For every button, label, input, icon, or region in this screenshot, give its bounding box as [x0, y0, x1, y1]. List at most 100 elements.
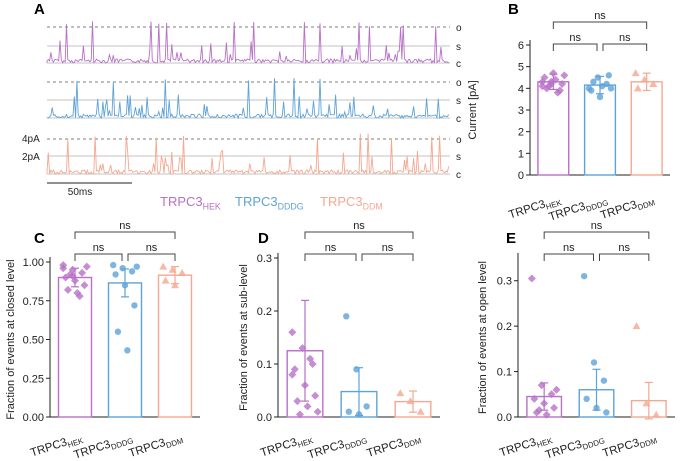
data-point — [295, 410, 304, 419]
level-label: o — [456, 23, 462, 34]
significance-bracket — [74, 231, 176, 239]
level-label: s — [456, 152, 461, 163]
y-tick-label: 0.00 — [23, 412, 44, 424]
data-point — [68, 271, 77, 280]
data-point — [580, 272, 588, 280]
x-tick-label-hek-base: TRPC3 — [259, 436, 299, 459]
panel-letter: D — [258, 230, 269, 247]
data-point — [178, 268, 187, 276]
legend-item-ddm-base: TRPC3 — [320, 194, 363, 209]
y-tick-label: 0.75 — [23, 296, 44, 308]
data-point — [552, 385, 561, 394]
y-tick-label: 0.3 — [497, 276, 512, 288]
data-point — [288, 328, 297, 337]
data-point — [607, 85, 615, 92]
y-axis-label: Fraction of events at closed level — [5, 259, 17, 419]
data-point — [78, 268, 87, 277]
y-tick-label: 3 — [518, 105, 524, 117]
y-tick-label: 0.3 — [257, 253, 272, 265]
level-label: o — [456, 78, 462, 89]
bar-ddm — [630, 81, 663, 176]
data-point — [114, 328, 122, 335]
significance-bracket — [552, 21, 648, 29]
scale-time-label: 50ms — [68, 187, 92, 198]
trace-trpc3_ddm — [46, 133, 450, 176]
legend-item-dddg: TRPC3DDDG — [235, 194, 304, 211]
significance-bracket — [543, 231, 650, 239]
legend-item-hek-base: TRPC3 — [160, 194, 203, 209]
level-label: s — [456, 96, 461, 107]
data-point — [588, 87, 595, 94]
y-tick-label: 6 — [518, 40, 524, 52]
significance-label: ns — [353, 220, 365, 232]
data-point — [80, 281, 89, 290]
data-point — [542, 410, 551, 419]
significance-bracket — [304, 231, 414, 239]
x-tick-label-dddg: TRPC3DDDG — [544, 431, 606, 461]
y-tick-label: 0.0 — [497, 412, 512, 424]
significance-bracket — [304, 253, 357, 261]
data-point — [159, 262, 168, 270]
significance-label: ns — [325, 242, 337, 254]
data-point — [355, 411, 363, 418]
x-tick-label-ddm-sub: DDM — [639, 436, 659, 450]
level-label: o — [456, 135, 462, 146]
scale-current-4pa: 4pA — [22, 134, 40, 145]
panel-letter: B — [508, 1, 519, 18]
level-label: c — [456, 59, 461, 70]
data-point — [168, 265, 177, 273]
y-tick-label: 2 — [518, 127, 524, 139]
data-point — [363, 403, 370, 410]
significance-label: ns — [146, 242, 158, 254]
y-tick-label: 0.0 — [257, 412, 272, 424]
x-tick-label-ddm: TRPC3DDM — [601, 431, 658, 461]
data-point — [416, 407, 425, 415]
y-axis-label: Current [pA] — [467, 80, 479, 139]
significance-label: ns — [594, 10, 606, 22]
x-tick-label-ddm-sub: DDM — [165, 436, 185, 450]
x-tick-label-ddm-base: TRPC3 — [601, 437, 641, 460]
significance-bracket — [361, 253, 414, 261]
data-point — [353, 366, 360, 373]
x-tick-label-ddm-base: TRPC3 — [127, 437, 167, 460]
data-point — [642, 399, 651, 407]
data-point — [547, 80, 556, 88]
y-tick-label: 0 — [518, 170, 524, 182]
data-point — [110, 261, 117, 269]
data-point — [298, 344, 307, 353]
data-point — [293, 397, 302, 406]
panel-letter: C — [34, 230, 45, 247]
data-point — [311, 391, 320, 400]
data-point — [538, 77, 547, 86]
significance-label: ns — [619, 32, 631, 44]
significance-bracket — [599, 253, 650, 261]
data-point — [560, 71, 569, 80]
data-point — [128, 268, 136, 275]
data-point — [171, 281, 179, 289]
data-point — [303, 402, 312, 411]
data-point — [313, 407, 322, 416]
x-tick-label-hek-base: TRPC3 — [507, 198, 547, 221]
data-point — [633, 84, 642, 92]
significance-label: ns — [93, 242, 105, 254]
significance-bracket — [74, 253, 123, 261]
data-point — [583, 395, 590, 403]
data-point — [59, 264, 68, 273]
data-point — [600, 377, 608, 384]
trace-trpc3_dddg — [46, 78, 450, 120]
data-point — [63, 285, 72, 294]
bar-hek — [537, 81, 570, 176]
y-tick-label: 0.50 — [23, 335, 44, 347]
x-tick-label-hek-base: TRPC3 — [498, 436, 538, 459]
y-tick-label: 0.1 — [497, 367, 512, 379]
level-label: c — [456, 170, 461, 181]
data-point — [649, 80, 658, 87]
data-point — [535, 406, 544, 415]
data-point — [537, 381, 546, 390]
data-point — [593, 404, 600, 412]
trace-trpc3_hek — [46, 21, 449, 65]
significance-bracket — [127, 253, 176, 261]
data-point — [530, 394, 539, 403]
